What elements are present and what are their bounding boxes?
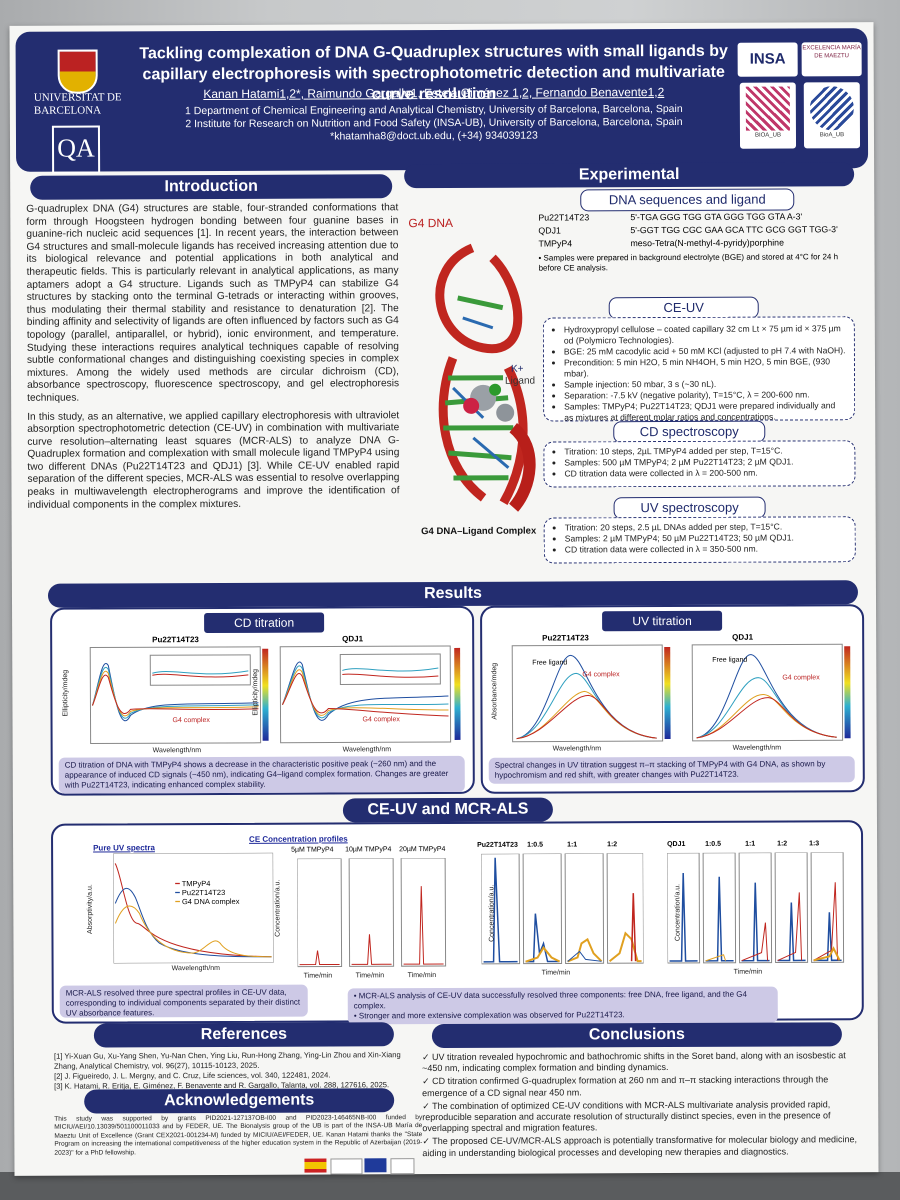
uv-plot-qdj-title: QDJ1 bbox=[732, 632, 754, 642]
pu-conc-profiles bbox=[481, 853, 644, 965]
pu-label-1-05: 1:0.5 bbox=[527, 841, 544, 849]
conc-label-10um: 10µM TMPyP4 bbox=[345, 846, 392, 854]
time-label-pu: Time/min bbox=[541, 969, 571, 977]
insa-logo: INSA bbox=[737, 42, 798, 77]
uv-xlabel-1: Wavelength/nm bbox=[552, 745, 602, 753]
g4-dna-structure-image: G4 DNA K+ Ligand G4 DNA–Ligand Complex bbox=[402, 214, 551, 545]
uv-titration-heading: UV titration bbox=[602, 610, 723, 632]
uv-xlabel-2: Wavelength/nm bbox=[732, 744, 782, 752]
qa-logo: QA bbox=[51, 125, 101, 174]
pure-spectra-plot bbox=[113, 852, 274, 964]
cd-complex-label-2: G4 complex bbox=[362, 716, 400, 724]
pure-spectra-title: Pure UV spectra bbox=[93, 843, 155, 853]
university-shield-icon bbox=[57, 49, 98, 94]
uv-ylabel: Absorbance/mdeg bbox=[491, 662, 499, 720]
qdj-label-1-05: 1:0.5 bbox=[705, 840, 722, 848]
introduction-heading: Introduction bbox=[30, 174, 393, 200]
ligand-label: Ligand bbox=[505, 375, 536, 387]
conclusions-heading: Conclusions bbox=[431, 1022, 842, 1049]
pure-spectra-legend: ━ TMPyP4 ━ Pu22T14T23 ━ G4 DNA complex bbox=[175, 879, 240, 907]
cd-plot-pu-title: Pu22T14T23 bbox=[152, 635, 199, 645]
time-label-3: Time/min bbox=[407, 972, 437, 980]
pure-xlabel: Wavelength/nm bbox=[171, 964, 221, 973]
uv-complex-label-2: G4 complex bbox=[782, 674, 820, 682]
pu-label-dna: Pu22T14T23 bbox=[477, 841, 518, 849]
poster: UNIVERSITAT DE BARCELONA QA Tackling com… bbox=[9, 22, 879, 1176]
potassium-label: K+ bbox=[510, 363, 524, 375]
poster-header: UNIVERSITAT DE BARCELONA QA Tackling com… bbox=[15, 28, 869, 174]
cd-titration-plots bbox=[89, 645, 461, 745]
pu-label-1-1: 1:1 bbox=[567, 841, 578, 849]
uv-conditions: Titration: 20 steps, 2.5 µL DNAs added p… bbox=[543, 516, 856, 564]
qr-code-web: BioA_UB bbox=[803, 82, 861, 149]
acknowledgements-heading: Acknowledgements bbox=[84, 1088, 395, 1114]
qdj-label-dna: QDJ1 bbox=[667, 840, 686, 849]
cd-xlabel-1: Wavelength/nm bbox=[152, 747, 202, 755]
time-label-2: Time/min bbox=[355, 972, 385, 980]
pu-label-1-2: 1:2 bbox=[607, 841, 618, 849]
pure-ylabel: Absorptivity/a.u. bbox=[86, 884, 94, 934]
tmpyp4-conc-profiles bbox=[297, 857, 447, 968]
time-label-1: Time/min bbox=[303, 972, 333, 980]
ceuv-mcr-heading: CE-UV and MCR-ALS bbox=[342, 797, 553, 823]
qdj-label-1-2: 1:2 bbox=[777, 840, 788, 848]
uv-plot-pu-title: Pu22T14T23 bbox=[542, 633, 589, 643]
cd-titration-panel: CD titration Pu22T14T23 QDJ1 bbox=[50, 605, 475, 796]
references-heading: References bbox=[93, 1022, 394, 1048]
qdj-label-1-3: 1:3 bbox=[809, 840, 820, 848]
conclusions-list: ✓ UV titration revealed hypochromic and … bbox=[421, 1050, 857, 1158]
acknowledgements-text: This study was supported by grants PID20… bbox=[54, 1114, 423, 1157]
cd-ylabel-1: Ellipticity/mdeg bbox=[62, 669, 70, 717]
cd-titration-heading: CD titration bbox=[204, 612, 325, 634]
qdj-conc-profiles bbox=[667, 852, 845, 964]
partner-logos: INSA EXCELENCIA MARÍA DE MAEZTU BIOA_UB … bbox=[737, 42, 867, 163]
complex-caption: G4 DNA–Ligand Complex bbox=[421, 525, 537, 538]
conc-ylabel-3: Concentration/a.u. bbox=[674, 883, 682, 942]
conc-label-20um: 20µM TMPyP4 bbox=[399, 845, 446, 854]
conc-label-5um: 5µM TMPyP4 bbox=[291, 846, 334, 854]
university-logo: UNIVERSITAT DE BARCELONA QA bbox=[34, 43, 125, 174]
university-name: UNIVERSITAT DE BARCELONA bbox=[33, 91, 122, 117]
experimental-heading: Experimental bbox=[404, 162, 855, 189]
funder-logos bbox=[304, 1158, 415, 1175]
introduction-text: G-quadruplex DNA (G4) structures are sta… bbox=[26, 202, 400, 511]
affiliations: 1 Department of Chemical Engineering and… bbox=[185, 102, 683, 143]
results-heading: Results bbox=[47, 580, 859, 608]
uv-titration-panel: UV titration Pu22T14T23 QDJ1 Free ligand… bbox=[480, 604, 865, 794]
ce-caption-pure: MCR-ALS resolved three pure spectral pro… bbox=[59, 984, 308, 1018]
cd-xlabel-2: Wavelength/nm bbox=[342, 746, 392, 754]
floor bbox=[0, 1172, 900, 1200]
uv-titration-plots bbox=[511, 643, 851, 743]
ce-caption-profiles: • MCR-ALS analysis of CE-UV data success… bbox=[347, 986, 778, 1025]
dna-sequence-table: Pu22T14T23 5'-TGA GGG TGG GTA GGG TGG GTA… bbox=[538, 211, 839, 273]
qdj-label-1-1: 1:1 bbox=[745, 840, 756, 848]
ceuv-conditions: Hydroxypropyl cellulose – coated capilla… bbox=[542, 316, 856, 422]
cd-conditions: Titration: 10 steps, 2µL TMPyP4 added pe… bbox=[543, 440, 856, 488]
uv-complex-label-1: G4 complex bbox=[582, 671, 620, 679]
conc-ylabel-2: Concentration/a.u. bbox=[488, 884, 496, 942]
references-list: [1] Yi-Xuan Gu, Xu-Yang Shen, Yu-Nan Che… bbox=[53, 1050, 401, 1091]
uv-free-ligand-label-2: Free ligand bbox=[712, 656, 748, 664]
ceuv-mcr-panel: Pure UV spectra CE Concentration profile… bbox=[50, 820, 864, 1025]
uv-free-ligand-label-1: Free ligand bbox=[532, 659, 568, 667]
conc-ylabel-1: Concentration/a.u. bbox=[274, 879, 282, 937]
maeztu-logo: EXCELENCIA MARÍA DE MAEZTU bbox=[801, 42, 862, 77]
cd-ylabel-2: Ellipticity/mdeg bbox=[252, 668, 260, 716]
uv-caption: Spectral changes in UV titration suggest… bbox=[488, 756, 855, 784]
cd-complex-label-1: G4 complex bbox=[172, 717, 210, 725]
cd-plot-qdj-title: QDJ1 bbox=[342, 634, 364, 644]
conc-profiles-title: CE Concentration profiles bbox=[249, 834, 348, 844]
dna-sequences-heading: DNA sequences and ligand bbox=[580, 188, 795, 212]
qr-code-instagram: BIOA_UB bbox=[739, 82, 797, 149]
cd-caption: CD titration of DNA with TMPyP4 shows a … bbox=[58, 755, 465, 794]
authors: Kanan Hatami1,2*, Raimundo Gargallo1, Es… bbox=[203, 85, 665, 102]
time-label-qdj: Time/min bbox=[733, 968, 763, 976]
